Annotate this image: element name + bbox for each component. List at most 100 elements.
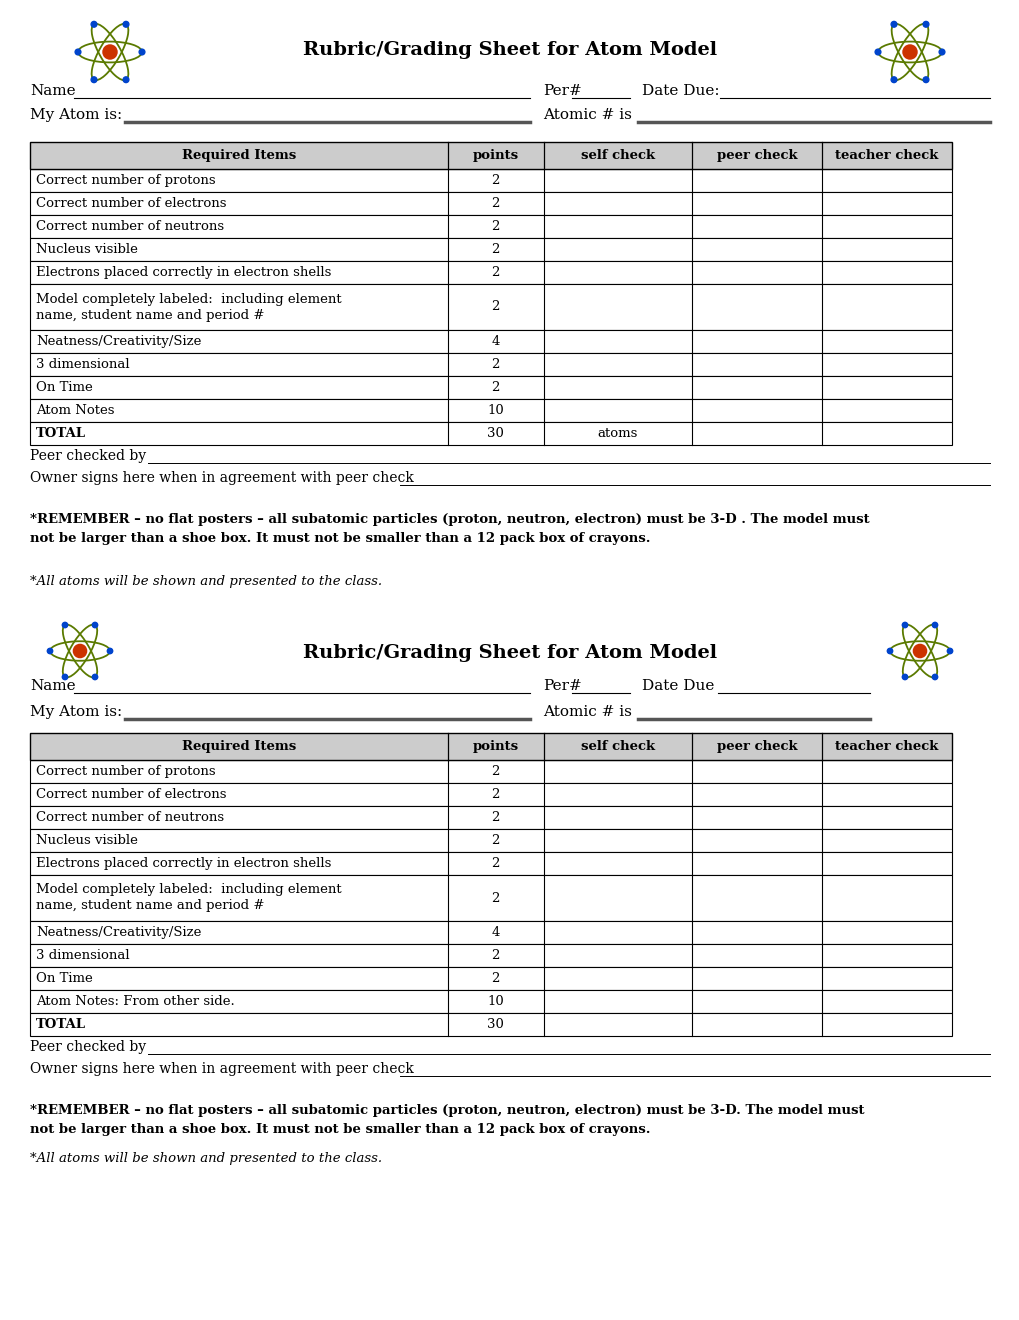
Text: teacher check: teacher check [835,741,937,752]
Text: Owner signs here when in agreement with peer check: Owner signs here when in agreement with … [30,471,414,484]
Text: Nucleus visible: Nucleus visible [36,834,138,847]
Bar [30,990,951,1012]
Bar [30,215,951,238]
Text: peer check: peer check [716,149,797,162]
Circle shape [931,622,936,628]
Text: Rubric/Grading Sheet for Atom Model: Rubric/Grading Sheet for Atom Model [303,41,716,59]
Text: Atomic # is: Atomic # is [542,705,631,719]
Circle shape [107,648,112,653]
Text: 2: 2 [491,197,499,210]
Bar [30,284,951,330]
Text: self check: self check [581,741,654,752]
Bar [30,829,951,851]
Text: Electrons placed correctly in electron shells: Electrons placed correctly in electron s… [36,267,331,279]
Text: 2: 2 [491,972,499,985]
Text: 2: 2 [491,810,499,824]
Bar [30,760,951,783]
Text: 2: 2 [491,766,499,777]
Bar [30,191,951,215]
Bar [30,376,951,399]
Text: Model completely labeled:  including element
name, student name and period #: Model completely labeled: including elem… [36,883,341,912]
Bar [30,169,951,191]
Circle shape [47,648,53,653]
Text: My Atom is:: My Atom is: [30,108,122,121]
Text: 2: 2 [491,174,499,187]
Circle shape [139,49,145,55]
Circle shape [947,648,952,653]
Bar [30,261,951,284]
Text: 4: 4 [491,927,499,939]
Text: 3 dimensional: 3 dimensional [36,949,129,962]
Text: Correct number of neutrons: Correct number of neutrons [36,220,224,234]
Text: Date Due: Date Due [641,678,713,693]
Text: points: points [472,741,518,752]
Circle shape [123,21,128,28]
Circle shape [938,49,944,55]
Circle shape [91,21,97,28]
Bar [30,783,951,807]
Bar [30,352,951,376]
Text: Owner signs here when in agreement with peer check: Owner signs here when in agreement with … [30,1063,414,1076]
Text: Neatness/Creativity/Size: Neatness/Creativity/Size [36,927,201,939]
Text: Rubric/Grading Sheet for Atom Model: Rubric/Grading Sheet for Atom Model [303,644,716,663]
Text: 30: 30 [487,1018,503,1031]
Text: 2: 2 [491,301,499,314]
Text: Correct number of electrons: Correct number of electrons [36,197,226,210]
Bar [30,944,951,968]
Text: 4: 4 [491,335,499,348]
Circle shape [62,622,67,628]
Circle shape [902,675,907,680]
Text: Atom Notes: From other side.: Atom Notes: From other side. [36,995,234,1008]
Bar [30,921,951,944]
Circle shape [62,675,67,680]
Text: Correct number of neutrons: Correct number of neutrons [36,810,224,824]
Text: Name: Name [30,678,75,693]
Text: My Atom is:: My Atom is: [30,705,122,719]
Circle shape [75,49,81,55]
Bar [30,875,951,921]
Text: atoms: atoms [597,426,638,440]
Circle shape [922,21,928,28]
Text: points: points [472,149,518,162]
Text: 3 dimensional: 3 dimensional [36,358,129,371]
Text: Peer checked by: Peer checked by [30,1040,151,1053]
Text: Neatness/Creativity/Size: Neatness/Creativity/Size [36,335,201,348]
Text: *All atoms will be shown and presented to the class.: *All atoms will be shown and presented t… [30,576,382,587]
Bar [30,143,951,169]
Text: Atom Notes: Atom Notes [36,404,114,417]
Circle shape [73,644,87,657]
Bar [30,807,951,829]
Text: Model completely labeled:  including element
name, student name and period #: Model completely labeled: including elem… [36,293,341,322]
Text: TOTAL: TOTAL [36,426,86,440]
Bar [30,238,951,261]
Text: Name: Name [30,84,75,98]
Text: peer check: peer check [716,741,797,752]
Circle shape [902,622,907,628]
Circle shape [902,45,916,59]
Text: 2: 2 [491,788,499,801]
Circle shape [912,644,925,657]
Text: 2: 2 [491,381,499,393]
Text: Peer checked by: Peer checked by [30,449,151,463]
Text: 2: 2 [491,857,499,870]
Text: 30: 30 [487,426,503,440]
Text: Required Items: Required Items [181,741,296,752]
Text: Correct number of protons: Correct number of protons [36,174,215,187]
Text: 2: 2 [491,243,499,256]
Text: Nucleus visible: Nucleus visible [36,243,138,256]
Bar [30,968,951,990]
Circle shape [91,77,97,83]
Text: 10: 10 [487,404,503,417]
Text: 2: 2 [491,949,499,962]
Circle shape [891,77,896,83]
Text: On Time: On Time [36,972,93,985]
Text: Per#: Per# [542,84,581,98]
Circle shape [92,675,98,680]
Text: 2: 2 [491,220,499,234]
Text: Correct number of protons: Correct number of protons [36,766,215,777]
Text: 2: 2 [491,834,499,847]
Bar [30,733,951,760]
Text: Correct number of electrons: Correct number of electrons [36,788,226,801]
Text: 2: 2 [491,267,499,279]
Bar [30,399,951,422]
